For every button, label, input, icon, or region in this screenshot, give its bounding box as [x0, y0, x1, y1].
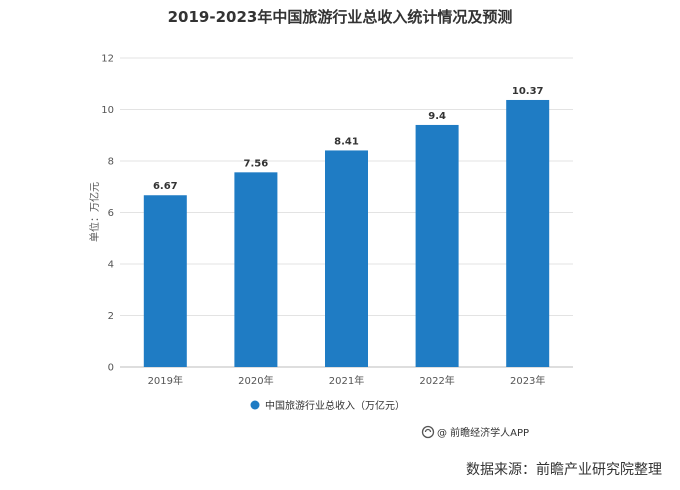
data-labels: 6.67 7.56 8.41 9.4 10.37 — [153, 86, 544, 192]
bar — [325, 150, 368, 367]
data-label: 9.4 — [428, 111, 446, 122]
y-tick-label: 2 — [108, 311, 114, 322]
x-tick-label: 2020年 — [238, 374, 273, 387]
data-label: 8.41 — [334, 136, 359, 147]
brand-logo-icon — [421, 425, 435, 439]
legend: 中国旅游行业总收入（万亿元） — [250, 399, 405, 412]
chart-title: 2019-2023年中国旅游行业总收入统计情况及预测 — [168, 8, 513, 26]
bars — [143, 99, 550, 367]
y-axis-ticks: 0 2 4 6 8 10 12 — [101, 54, 114, 374]
data-label: 10.37 — [512, 86, 544, 97]
y-tick-label: 10 — [101, 105, 114, 116]
data-source: 数据来源：前瞻产业研究院整理 — [466, 461, 662, 478]
x-axis-ticks: 2019年 2020年 2021年 2022年 2023年 — [148, 374, 546, 387]
bar — [506, 99, 550, 367]
bar — [143, 195, 187, 367]
x-tick-label: 2021年 — [329, 374, 364, 387]
footer-credit: @ 前瞻经济学人APP — [437, 426, 529, 439]
x-tick-label: 2019年 — [148, 374, 183, 387]
y-tick-label: 6 — [108, 208, 114, 219]
legend-marker — [250, 400, 260, 410]
bar — [415, 124, 459, 367]
y-tick-label: 4 — [108, 260, 114, 271]
y-axis-label: 单位：万亿元 — [88, 182, 101, 242]
y-tick-label: 12 — [101, 54, 114, 65]
data-label: 7.56 — [244, 158, 269, 169]
y-tick-label: 0 — [108, 363, 114, 374]
data-label: 6.67 — [153, 181, 178, 192]
x-tick-label: 2022年 — [419, 374, 454, 387]
legend-label: 中国旅游行业总收入（万亿元） — [265, 399, 405, 412]
bar — [234, 172, 278, 367]
x-tick-label: 2023年 — [510, 374, 545, 387]
y-tick-label: 8 — [108, 157, 114, 168]
